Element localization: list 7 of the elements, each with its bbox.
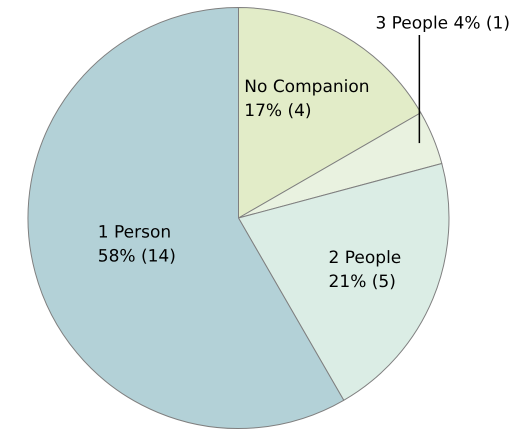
data-label: 17% (4) (244, 100, 312, 121)
data-label: 58% (14) (98, 246, 176, 267)
slice-label: 3 People 4% (1) (375, 13, 510, 34)
slice-label: 1 Person (98, 222, 172, 243)
slice-label: No Companion (244, 76, 370, 97)
slice-label: 2 People (328, 248, 402, 268)
data-label: 21% (5) (328, 272, 396, 292)
